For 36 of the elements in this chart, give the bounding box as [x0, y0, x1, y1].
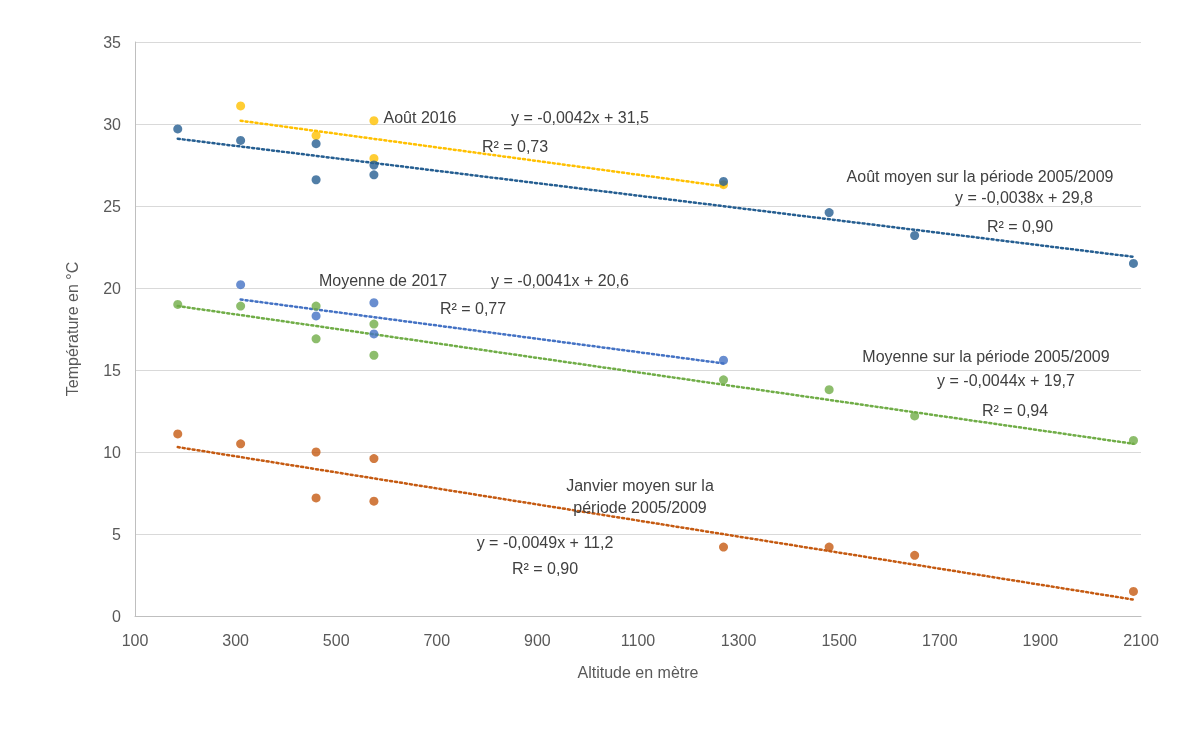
- y-tick-label: 35: [103, 33, 122, 51]
- x-axis-title: Altitude en mètre: [577, 663, 699, 681]
- annotation: R² = 0,90: [511, 559, 579, 577]
- annotation: y = -0,0042x + 31,5: [511, 108, 650, 126]
- y-tick-label: 0: [112, 607, 122, 625]
- annotation: Moyenne sur la période 2005/2009: [862, 347, 1110, 365]
- x-tick-label: 1700: [922, 631, 958, 649]
- annotation: R² = 0,73: [481, 137, 549, 155]
- annotation: y = -0,0044x + 19,7: [937, 371, 1076, 389]
- x-tick-label: 900: [524, 631, 551, 649]
- y-tick-label: 10: [103, 443, 122, 461]
- y-tick-label: 25: [103, 197, 122, 215]
- x-tick-label: 1300: [720, 631, 757, 649]
- x-tick-label: 300: [222, 631, 250, 649]
- x-tick-label: 700: [423, 631, 451, 649]
- y-tick-label: 15: [103, 361, 122, 379]
- x-tick-label: 1900: [1022, 631, 1059, 649]
- y-tick-label: 30: [103, 115, 122, 133]
- x-tick-label: 1100: [620, 631, 656, 649]
- x-tick-label: 2100: [1123, 631, 1159, 649]
- annotation: Août 2016: [383, 108, 457, 126]
- x-tick-label: 500: [322, 631, 350, 649]
- y-tick-label: 5: [112, 525, 122, 543]
- annotation: y = -0,0038x + 29,8: [955, 188, 1094, 206]
- annotation: Moyenne de 2017: [318, 271, 448, 289]
- annotation: R² = 0,94: [981, 401, 1049, 419]
- x-tick-label: 1500: [821, 631, 858, 649]
- annotation: R² = 0,90: [986, 217, 1054, 235]
- annotation: Août moyen sur la période 2005/2009: [846, 167, 1114, 185]
- annotation: y = -0,0041x + 20,6: [491, 271, 630, 289]
- x-tick-label: 100: [121, 631, 149, 649]
- annotation: y = -0,0049x + 11,2: [476, 533, 614, 551]
- y-axis-title: Température en °C: [63, 261, 81, 397]
- annotation: Janvier moyen sur la période 2005/2009: [566, 476, 714, 516]
- y-tick-label: 20: [103, 279, 122, 297]
- annotation: R² = 0,77: [439, 299, 507, 317]
